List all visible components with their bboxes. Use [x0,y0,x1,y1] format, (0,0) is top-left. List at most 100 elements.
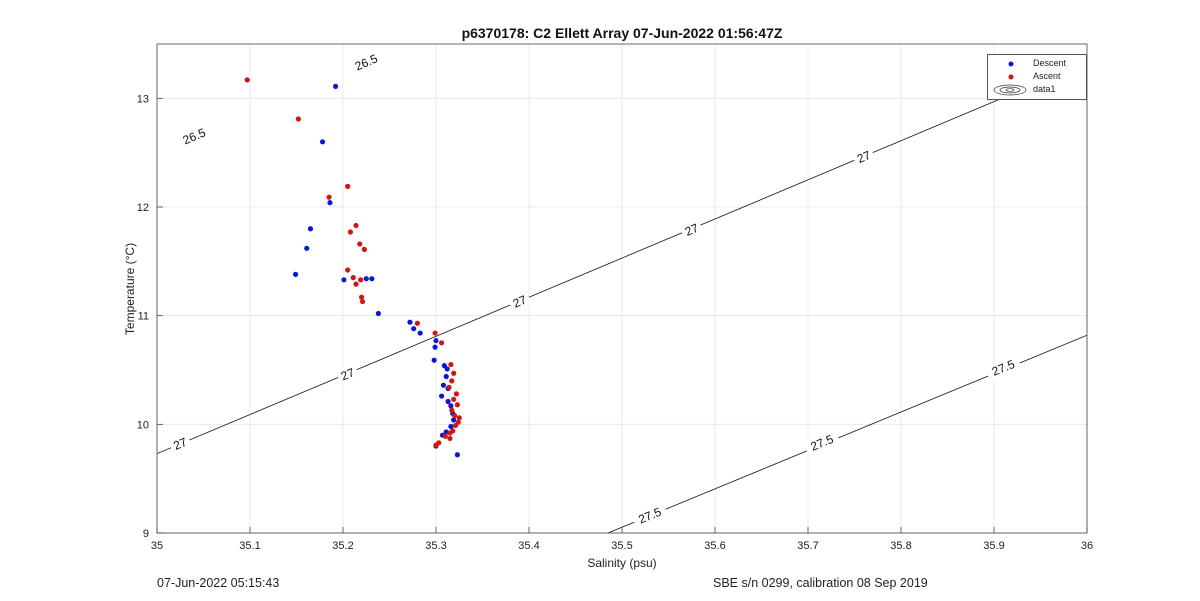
contour-label: 27 [168,433,193,455]
legend-label-contours: data1 [1033,84,1056,94]
legend-marker-ascent [1008,74,1014,80]
contour-label-bg [803,429,841,456]
contour-label-text: 27 [171,435,189,453]
data-point-descent [292,271,299,277]
contour-label-bg [631,502,669,529]
x-tick-label: 35.2 [332,540,353,552]
data-point-ascent [447,430,453,436]
x-tick-label: 35.6 [704,540,725,552]
data-point-descent [369,276,375,282]
contour-label-bg [984,354,1022,381]
data-point-ascent [446,384,452,390]
contour-label-text: 27 [855,148,873,166]
contour-label-text: 27 [511,292,529,310]
data-point-descent [327,200,333,206]
footer-timestamp: 07-Jun-2022 05:15:43 [157,576,280,590]
y-tick-label: 11 [138,311,149,323]
legend: Descent Ascent data1 [987,54,1087,100]
contour-label: 27 [679,219,704,241]
data-point-ascent [456,415,462,421]
legend-marker-descent [1008,61,1014,67]
data-point-descent [443,373,449,380]
data-point-descent [363,276,369,282]
y-axis-label: Temperature (°C) [123,243,137,335]
contour-label-bg [335,364,360,385]
data-point-descent [448,423,454,430]
data-point-descent [433,338,439,344]
data-point-descent [375,310,381,317]
y-tick-label: 10 [137,419,149,431]
data-point-ascent [452,413,458,419]
data-point-ascent [359,298,366,305]
data-point-descent [417,330,423,336]
data-point-descent [432,344,438,350]
data-point-descent [440,382,447,388]
data-point-descent [332,83,339,89]
data-point-ascent [451,370,457,376]
data-point-ascent [326,194,332,200]
data-point-descent [448,403,454,409]
contour-label-bg [175,123,213,150]
data-point-ascent [345,183,351,189]
axis-ticks: 35 35.1 35.2 35.3 35.4 35.5 35.6 35.7 35.8 35.9 36… [137,93,1093,552]
contour-label-bg [851,146,876,168]
x-tick-label: 35.1 [239,540,260,552]
data-point-descent [444,366,450,372]
data-point-ascent [244,77,250,83]
contour-label-text: 27 [339,365,357,383]
legend-item-contours: data1 [988,83,1086,96]
legend-item-ascent: Ascent [988,70,1086,83]
data-point-descent [319,139,326,145]
x-tick-label: 35.5 [611,540,632,552]
legend-label-descent: Descent [1033,58,1067,68]
data-point-ascent [347,229,354,235]
data-point-ascent [453,391,460,397]
data-point-ascent [454,402,460,408]
data-point-ascent [448,361,454,368]
data-point-ascent [350,275,356,281]
contour-line-27 [157,62,1087,455]
x-tick-label: 36 [1081,540,1093,552]
data-point-ascent [438,340,445,346]
data-point-descent [304,245,310,251]
x-tick-label: 35.7 [797,540,818,552]
data-point-descent [454,452,460,458]
data-point-ascent [217,26,222,31]
data-points [217,26,462,458]
data-point-ascent [361,246,367,252]
y-tick-label: 12 [137,202,149,214]
data-point-ascent [433,442,439,448]
data-point-ascent [345,267,351,273]
data-point-descent [411,326,417,332]
data-point-ascent [353,281,359,287]
y-tick-label: 9 [143,528,149,540]
data-point-ascent [432,330,438,336]
contour-legend-icon [993,84,1027,96]
data-point-ascent [359,294,365,300]
x-tick-label: 35 [151,540,163,552]
contour-label: 27 [507,291,532,312]
legend-label-ascent: Ascent [1033,71,1061,81]
x-tick-label: 35.4 [518,540,539,552]
data-point-descent [451,417,457,423]
x-tick-label: 35.9 [983,540,1004,552]
contour-label-bg [507,291,532,312]
footer-calibration: SBE s/n 0299, calibration 08 Sep 2019 [713,576,928,590]
data-point-ascent [295,116,301,122]
data-point-descent [431,357,437,363]
contour-label: 27 [335,364,360,385]
data-point-ascent [357,241,363,247]
data-point-ascent [449,407,455,413]
x-tick-label: 35.3 [425,540,446,552]
contour-label-bg [679,219,704,241]
data-point-ascent [452,422,459,429]
data-point-ascent [449,378,455,384]
data-point-ascent [358,277,364,283]
x-axis-label: Salinity (psu) [587,556,656,570]
data-point-ascent [353,222,359,229]
data-point-ascent [442,433,448,439]
data-point-ascent [451,396,457,402]
data-point-ascent [414,320,420,326]
y-tick-label: 13 [137,93,149,105]
data-point-descent [341,277,347,283]
